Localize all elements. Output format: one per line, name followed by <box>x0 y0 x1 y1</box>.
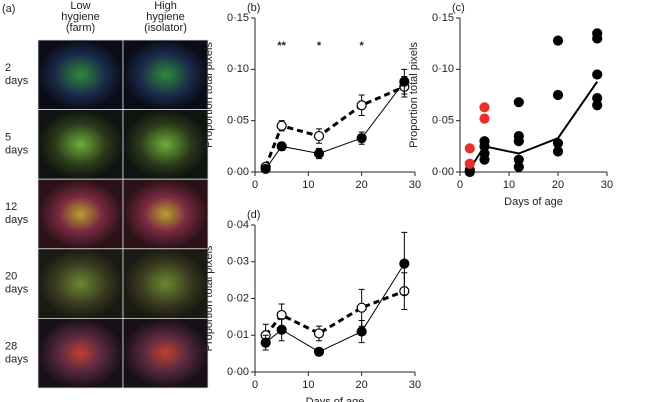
data-point <box>276 324 287 335</box>
data-point <box>513 154 524 165</box>
y-axis-label: Proportion total pixels <box>203 245 215 351</box>
row-label: 2 <box>5 62 11 74</box>
x-tick-label: 30 <box>601 179 613 191</box>
column-header: (isolator) <box>144 22 187 34</box>
micrograph <box>37 317 124 389</box>
data-point <box>276 141 287 152</box>
column-header: High <box>154 0 177 12</box>
data-point <box>479 102 490 113</box>
column-header: hygiene <box>61 11 100 23</box>
row-label: days <box>5 284 29 296</box>
row-label: days <box>5 353 29 365</box>
x-tick-label: 20 <box>552 179 564 191</box>
row-label: 12 <box>5 201 17 213</box>
micrograph <box>122 317 209 389</box>
y-tick-label: 0·04 <box>227 219 249 231</box>
data-point <box>464 158 475 169</box>
data-point <box>276 309 287 321</box>
y-tick-label: 0·10 <box>227 63 249 75</box>
y-tick-label: 0·00 <box>227 166 249 178</box>
row-label: days <box>5 214 29 226</box>
y-tick-label: 0·05 <box>227 115 249 127</box>
data-point <box>260 337 271 348</box>
y-tick-label: 0·15 <box>227 12 249 24</box>
panel-label: (b) <box>247 2 260 14</box>
data-point <box>399 76 410 87</box>
data-point <box>479 113 490 124</box>
data-point <box>313 130 325 142</box>
data-point <box>399 258 410 269</box>
micrograph <box>122 39 209 110</box>
micrograph <box>122 109 209 180</box>
x-tick-label: 0 <box>457 179 463 191</box>
x-tick-label: 20 <box>356 179 368 191</box>
data-point <box>313 148 325 159</box>
micrograph <box>37 248 124 319</box>
y-tick-label: 0·05 <box>432 115 454 127</box>
data-point <box>592 28 603 39</box>
x-axis-label: Days of age <box>306 396 365 402</box>
series-line <box>265 263 405 353</box>
data-point <box>313 346 325 357</box>
y-tick-label: 0·15 <box>432 12 454 24</box>
micrograph <box>122 248 209 319</box>
data-point <box>260 163 271 175</box>
data-point <box>356 133 367 144</box>
data-point <box>552 89 564 101</box>
panel-label: (a) <box>2 3 15 15</box>
x-tick-label: 10 <box>302 379 314 391</box>
y-tick-label: 0·00 <box>432 166 454 178</box>
significance-mark: * <box>360 40 365 52</box>
row-label: 20 <box>5 271 17 283</box>
x-tick-label: 30 <box>409 379 421 391</box>
y-axis-label: Proportion total pixels <box>408 42 420 148</box>
data-point <box>513 97 524 108</box>
x-tick-label: 20 <box>356 379 368 391</box>
panel-label: (d) <box>247 209 260 221</box>
y-tick-label: 0·03 <box>227 256 249 268</box>
data-point <box>356 326 367 337</box>
row-label: 5 <box>5 132 11 144</box>
x-tick-label: 10 <box>503 179 515 191</box>
row-label: days <box>5 75 29 87</box>
y-tick-label: 0·02 <box>227 292 249 304</box>
data-point <box>513 130 524 142</box>
column-header: (farm) <box>66 22 95 34</box>
x-tick-label: 10 <box>302 179 314 191</box>
data-point <box>356 302 367 313</box>
micrograph <box>37 109 124 180</box>
data-point <box>313 328 325 339</box>
micrograph <box>122 178 209 250</box>
data-point <box>356 100 367 111</box>
row-label: days <box>5 145 29 157</box>
y-tick-label: 0·10 <box>432 63 454 75</box>
micrograph <box>37 39 124 110</box>
series-line <box>264 289 405 337</box>
x-tick-label: 30 <box>409 179 421 191</box>
row-label: 28 <box>5 340 17 352</box>
x-tick-label: 0 <box>252 379 258 391</box>
data-point <box>276 120 287 131</box>
column-header: Low <box>70 0 90 12</box>
significance-mark: ** <box>277 40 286 52</box>
column-header: hygiene <box>146 11 185 23</box>
data-point <box>552 35 564 46</box>
data-point <box>552 138 564 149</box>
x-tick-label: 0 <box>252 179 258 191</box>
micrograph <box>37 178 124 250</box>
panel-label: (c) <box>452 2 465 14</box>
data-point <box>479 136 490 147</box>
x-axis-label: Days of age <box>504 196 563 208</box>
y-axis-label: Proportion total pixels <box>203 42 215 148</box>
significance-mark: * <box>317 40 322 52</box>
data-point <box>464 143 475 154</box>
y-tick-label: 0·00 <box>227 366 249 378</box>
y-tick-label: 0·01 <box>227 329 249 341</box>
data-point <box>592 69 603 80</box>
data-point <box>592 92 603 104</box>
